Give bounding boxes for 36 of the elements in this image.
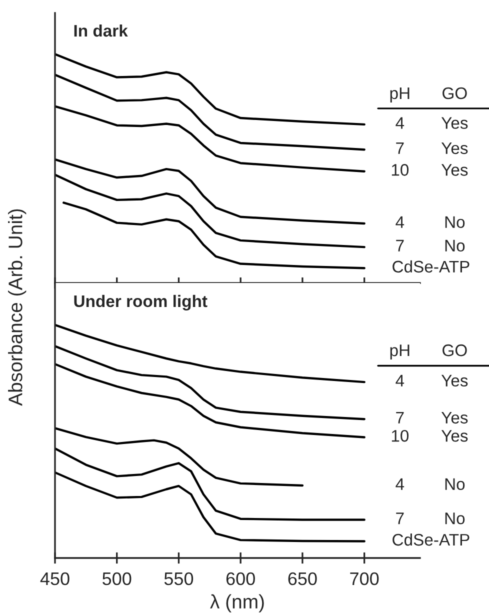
text: GO <box>442 344 467 356</box>
annotation: 4 <box>396 478 404 490</box>
text: No <box>445 512 465 524</box>
text: No <box>445 478 465 490</box>
annotation: 4 <box>396 117 404 129</box>
annotation: 7 <box>396 412 404 424</box>
text: Yes <box>441 412 468 424</box>
text: No <box>445 240 465 252</box>
x-tick-label: 700 <box>350 572 379 586</box>
annotation: CdSe-ATP <box>392 260 470 273</box>
x-tick-label: 450 <box>40 572 70 586</box>
x-tick-label: 650 <box>288 572 317 586</box>
annotation: 4 <box>396 216 404 228</box>
text: Yes <box>441 117 468 129</box>
x-tick-label: 550 <box>164 572 194 586</box>
annotation: 7 <box>396 512 404 524</box>
text: GO <box>442 87 467 100</box>
text: Yes <box>441 374 468 387</box>
x-axis-title: λ (nm) <box>210 594 264 612</box>
chart-title: In dark <box>74 24 128 37</box>
text: Yes <box>441 142 468 154</box>
annotation: 10 <box>392 164 409 176</box>
text: No <box>445 216 465 228</box>
y-axis-title: Absorbance (Arb. Unit) <box>8 209 26 406</box>
annotation: 10 <box>392 430 409 442</box>
annotation: pH <box>390 88 410 102</box>
annotation: CdSe-ATP <box>392 533 470 546</box>
text: Yes <box>441 430 468 442</box>
x-tick-label: 600 <box>226 572 255 586</box>
annotation: pH <box>390 344 410 360</box>
x-tick-label: 500 <box>102 572 132 586</box>
annotation: 4 <box>396 374 404 386</box>
annotation: 7 <box>396 240 404 252</box>
annotation: 7 <box>396 142 404 154</box>
text: Yes <box>441 164 468 176</box>
chart-title: Under room light <box>74 294 208 310</box>
